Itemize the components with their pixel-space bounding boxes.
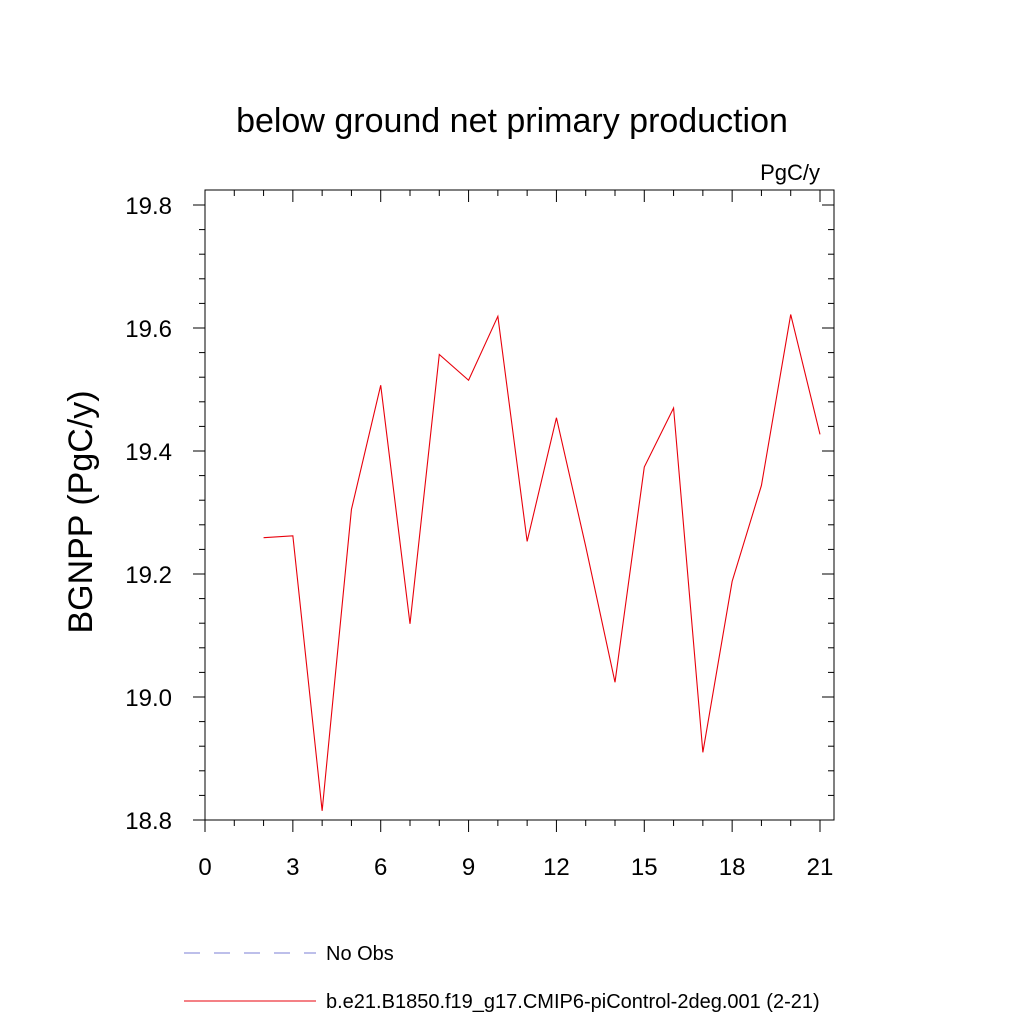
data-point	[584, 545, 587, 548]
x-tick-label: 0	[198, 854, 211, 881]
data-point	[643, 465, 646, 468]
x-tick-label: 12	[543, 854, 570, 881]
y-tick-label: 18.8	[125, 808, 172, 835]
data-point	[701, 751, 704, 754]
x-tick-label: 3	[286, 854, 299, 881]
units-label: PgC/y	[760, 160, 820, 185]
y-tick-label: 19.4	[125, 439, 172, 466]
y-axis-label: BGNPP (PgC/y)	[62, 390, 100, 633]
y-tick-label: 19.2	[125, 562, 172, 589]
data-point	[731, 580, 734, 583]
data-point	[379, 384, 382, 387]
chart-title: below ground net primary production	[236, 102, 788, 140]
data-point	[291, 534, 294, 537]
data-point	[321, 809, 324, 812]
data-point	[789, 313, 792, 316]
data-point	[526, 540, 529, 543]
x-tick-label: 21	[807, 854, 834, 881]
data-point	[819, 433, 822, 436]
x-tick-label: 15	[631, 854, 658, 881]
series-line-1	[263, 314, 821, 811]
y-tick-label: 19.6	[125, 316, 172, 343]
data-point	[262, 536, 265, 539]
data-point	[438, 353, 441, 356]
x-tick-label: 18	[719, 854, 746, 881]
y-tick-label: 19.8	[125, 193, 172, 220]
axes-layer: 0 3 6 9 12 15 18 21 18.8 19.0 19.2 19.4 19.6 19.8	[125, 189, 835, 881]
x-tick-label: 9	[462, 854, 475, 881]
legend: No Obs b.e21.B1850.f19_g17.CMIP6-piContro…	[184, 943, 820, 1013]
data-point	[614, 681, 617, 684]
series-layer	[262, 313, 822, 812]
legend-label: No Obs	[326, 943, 394, 965]
y-tick-label: 19.0	[125, 685, 172, 712]
data-point	[350, 508, 353, 511]
data-point	[409, 622, 412, 625]
data-point	[760, 484, 763, 487]
x-tick-label: 6	[374, 854, 387, 881]
legend-label: b.e21.B1850.f19_g17.CMIP6-piControl-2deg…	[326, 991, 820, 1013]
data-point	[467, 379, 470, 382]
plot-frame	[204, 189, 835, 821]
data-point	[496, 315, 499, 318]
data-point	[672, 406, 675, 409]
data-point	[555, 416, 558, 419]
